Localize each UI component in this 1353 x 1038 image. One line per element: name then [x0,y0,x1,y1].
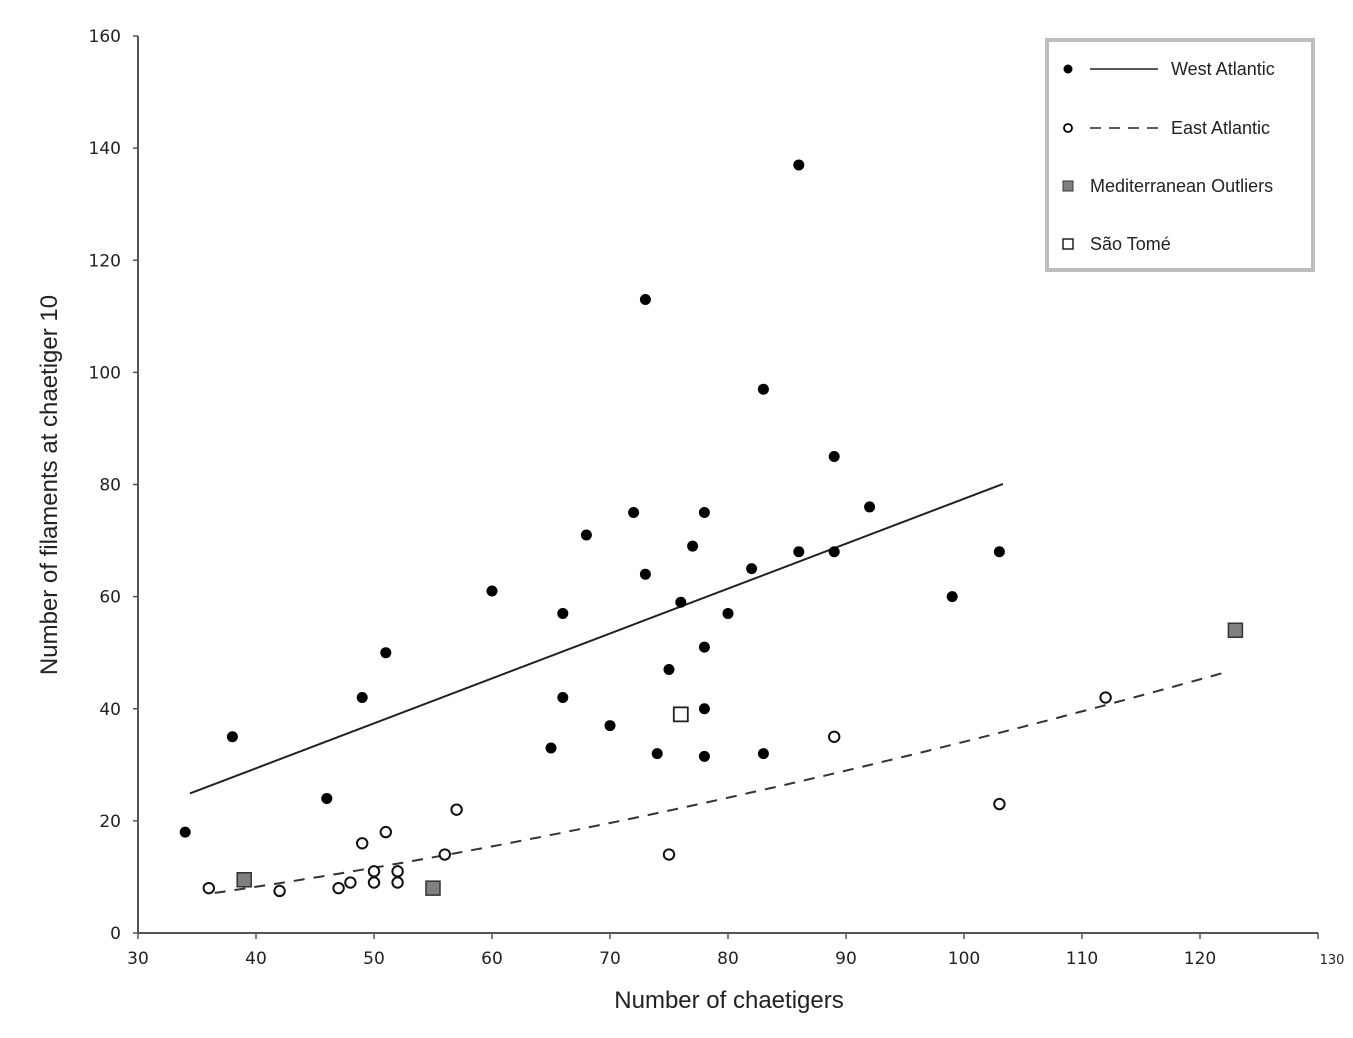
west-atlantic-point [356,692,368,704]
mediterranean-outlier-point [1227,622,1244,639]
gray-square-icon [1062,180,1074,192]
y-tick-label: 160 [89,27,121,47]
west-atlantic-point [663,664,675,676]
west-atlantic-point [757,383,769,395]
x-tick-label: 120 [1184,949,1216,969]
axes: 0 20 40 60 80 100 120 140 160 30 40 50 60 70 80 90 100 1… [89,27,1345,969]
east-atlantic-point [438,848,451,861]
legend-label: Mediterranean Outliers [1090,176,1273,196]
x-tick-label: 110 [1066,949,1098,969]
west-atlantic-point [321,792,333,804]
y-tick-label: 20 [99,812,121,832]
x-axis-title: Number of chaetigers [614,987,843,1014]
west-atlantic-point [757,748,769,760]
x-tick-label: 30 [127,949,149,969]
east-atlantic-point [202,881,216,895]
east-atlantic-point [993,797,1006,811]
legend-item-east-atlantic: East Atlantic [1063,118,1270,138]
west-atlantic-point [604,720,616,732]
y-tick-label: 100 [89,363,121,383]
legend-item-west-atlantic: West Atlantic [1063,59,1275,79]
filled-circle-icon [1063,64,1073,74]
west-atlantic-point [226,731,238,743]
west-atlantic-point [698,641,710,653]
y-tick-label: 0 [110,924,121,944]
west-atlantic-point [687,540,699,552]
west-atlantic-point [828,546,840,558]
x-tick-label: 70 [599,949,621,969]
west-atlantic-trendline [189,483,1004,795]
y-axis-ticks: 0 20 40 60 80 100 120 140 160 [89,27,138,944]
east-atlantic-point [662,848,676,861]
y-tick-label: 40 [99,700,121,720]
mediterranean-outlier-point [236,871,252,888]
west-atlantic-point [675,596,687,608]
west-atlantic-point [580,529,592,541]
west-atlantic-point [698,507,710,519]
east-atlantic-point [367,865,381,878]
east-atlantic-point [273,884,286,898]
open-circle-icon [1063,123,1073,133]
east-atlantic-point [391,876,404,889]
legend-label: West Atlantic [1171,59,1275,79]
legend: West Atlantic East Atlantic Mediterranea… [1045,38,1315,272]
west-atlantic-point [946,591,958,603]
east-atlantic-point [828,730,841,743]
west-atlantic-point [698,703,710,715]
legend-item-sao-tome: São Tomé [1062,234,1171,254]
east-atlantic-point [391,865,404,878]
east-atlantic-point [1099,691,1112,704]
east-atlantic-point [356,837,369,850]
west-atlantic-point [557,607,569,619]
y-tick-label: 120 [89,251,121,271]
x-axis-ticks: 30 40 50 60 70 80 90 100 110 120 130 [127,933,1344,969]
east-atlantic-point [450,803,463,816]
west-atlantic-point [628,507,640,519]
x-tick-label: 80 [717,949,739,969]
mediterranean-outlier-point [425,880,441,896]
west-atlantic-point [639,293,651,305]
open-square-icon [1062,238,1074,250]
y-tick-label: 60 [99,588,121,608]
legend-label: São Tomé [1090,234,1171,254]
y-tick-label: 140 [89,139,121,159]
x-tick-label: 40 [245,949,267,969]
x-tick-label: 130 [1320,953,1345,968]
y-tick-label: 80 [99,476,121,496]
east-atlantic-point [367,876,381,889]
x-tick-label: 100 [948,949,980,969]
west-atlantic-point [557,692,569,704]
east-atlantic-trendline [214,670,1230,894]
west-atlantic-point [639,568,651,580]
east-atlantic-point [344,876,357,889]
legend-box [1045,38,1315,272]
legend-item-mediterranean-outliers: Mediterranean Outliers [1062,176,1273,196]
west-atlantic-point [793,546,805,558]
west-atlantic-point [722,607,734,619]
x-tick-label: 50 [363,949,385,969]
y-axis-title: Number of filaments at chaetiger 10 [36,295,63,675]
west-atlantic-point [486,585,498,597]
x-tick-label: 60 [481,949,503,969]
west-atlantic-point [179,826,191,838]
west-atlantic-point [698,750,710,762]
west-atlantic-point [793,159,805,171]
west-atlantic-point [828,450,840,462]
west-atlantic-point [746,563,758,575]
plot-area [179,159,1244,898]
east-atlantic-point [332,881,345,895]
sao-tome-point [672,706,689,723]
east-atlantic-point [379,825,392,839]
x-tick-label: 90 [835,949,857,969]
west-atlantic-point [651,748,663,760]
west-atlantic-point [864,501,876,513]
legend-label: East Atlantic [1171,118,1270,138]
west-atlantic-point [993,546,1005,558]
west-atlantic-point [380,647,392,659]
west-atlantic-point [545,742,557,754]
